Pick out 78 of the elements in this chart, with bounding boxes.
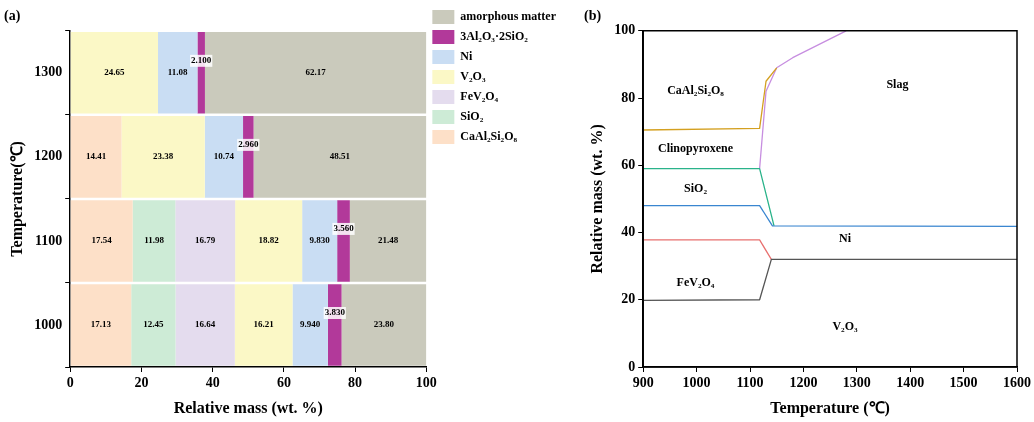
- y-axis-title: Temperature(℃): [7, 141, 26, 257]
- data-label: 3.560: [333, 223, 355, 234]
- data-label: 3.830: [324, 307, 346, 318]
- y-tick-label: 60: [621, 156, 636, 172]
- y-tick-label: 100: [614, 22, 636, 38]
- x-tick-label: 1600: [1003, 375, 1031, 391]
- data-label: 11.98: [144, 235, 165, 246]
- data-label: 62.17: [305, 67, 327, 78]
- data-label: 12.45: [143, 319, 164, 330]
- x-tick-label: 1500: [949, 375, 978, 391]
- y-tick-label: 80: [621, 89, 636, 105]
- chart-title: (a): [4, 8, 21, 25]
- annotation: Ni: [839, 231, 852, 246]
- legend-label: V₂O₃: [460, 69, 486, 84]
- bar: [121, 116, 205, 198]
- x-axis-title: Relative mass (wt. %): [173, 398, 323, 417]
- data-label: 11.08: [167, 67, 189, 78]
- data-label: 24.65: [104, 67, 125, 78]
- data-label: 9.830: [309, 235, 331, 246]
- data-label: 18.82: [258, 235, 280, 246]
- x-tick-label: 900: [632, 375, 654, 391]
- legend-label: Ni: [460, 49, 474, 64]
- bar: [175, 200, 236, 282]
- bar: [235, 200, 303, 282]
- data-label: 17.13: [90, 319, 112, 330]
- data-label: 21.48: [377, 235, 399, 246]
- bar: [132, 200, 176, 282]
- x-tick-label: 1000: [682, 375, 711, 391]
- data-label: 16.79: [195, 235, 216, 246]
- y-axis-title: Relative mass (wt. %): [587, 124, 606, 274]
- legend-label: SiO₂: [460, 109, 484, 124]
- y-tick-label: 1200: [34, 148, 63, 164]
- annotation: Slag: [886, 76, 909, 91]
- annotation: SiO₂: [684, 180, 708, 195]
- data-label: 23.38: [153, 151, 174, 162]
- bar: [70, 116, 122, 198]
- bar: [70, 32, 158, 114]
- chart-title: (b): [584, 8, 602, 25]
- data-label: 10.74: [213, 151, 235, 162]
- x-tick-label: 60: [276, 375, 291, 391]
- bar: [70, 200, 133, 282]
- legend-label: 3Al₂O₃·2SiO₂: [460, 29, 529, 44]
- data-label: 2.960: [238, 139, 259, 150]
- data-label: 16.64: [195, 319, 216, 330]
- legend-label: CaAl₂Si₂O₈: [460, 129, 518, 144]
- legend-label: amorphous matter: [460, 9, 557, 24]
- data-label: 48.51: [329, 151, 351, 162]
- x-tick-label: 80: [348, 375, 363, 391]
- annotation: CaAl₂Si₂O₈: [667, 83, 725, 98]
- x-tick-label: 1200: [789, 375, 818, 391]
- x-axis-title: Temperature (℃): [770, 398, 890, 417]
- bar: [234, 284, 293, 366]
- data-label: 14.41: [85, 151, 107, 162]
- data-label: 17.54: [91, 235, 113, 246]
- legend-label: FeV₂O₄: [460, 89, 499, 104]
- data-label: 9.940: [300, 319, 321, 330]
- bar: [131, 284, 176, 366]
- x-tick-label: 40: [205, 375, 220, 391]
- annotation: V₂O₃: [832, 318, 859, 333]
- y-tick-label: 1000: [34, 316, 63, 332]
- bar: [175, 284, 235, 366]
- data-label: 16.21: [253, 319, 275, 330]
- data-label: 2.100: [191, 55, 212, 66]
- x-tick-label: 1400: [896, 375, 925, 391]
- y-tick-label: 40: [621, 224, 636, 240]
- y-tick-label: 1300: [34, 64, 63, 80]
- x-tick-label: 100: [415, 375, 437, 391]
- x-tick-label: 1100: [736, 375, 764, 391]
- annotation: Clinopyroxene: [657, 140, 734, 155]
- x-tick-label: 0: [66, 375, 74, 391]
- x-tick-label: 20: [134, 375, 149, 391]
- x-tick-label: 1300: [842, 375, 871, 391]
- annotation: FeV₂O₄: [676, 275, 715, 290]
- y-tick-label: 0: [628, 358, 636, 374]
- bar: [70, 284, 132, 366]
- y-tick-label: 1100: [34, 232, 63, 248]
- data-label: 23.80: [373, 319, 395, 330]
- y-tick-label: 20: [621, 291, 636, 307]
